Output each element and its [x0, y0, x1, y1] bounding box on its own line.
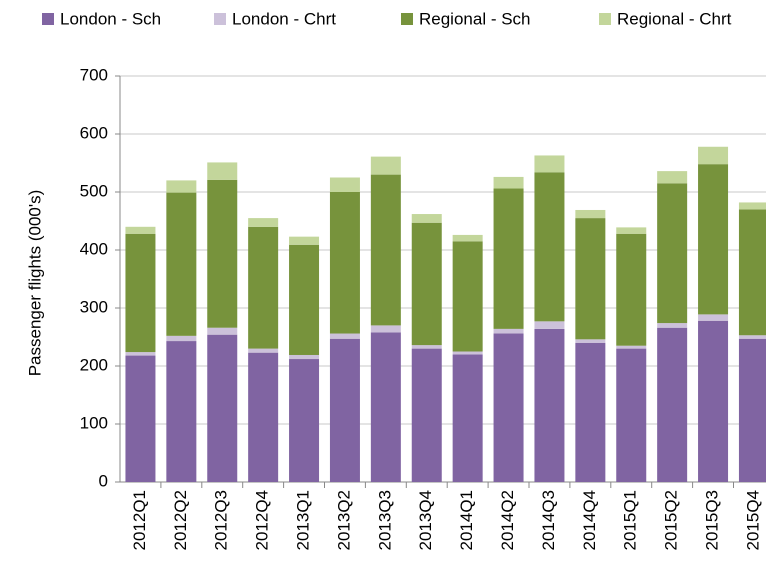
bar-segment: [657, 323, 688, 328]
bar-segment: [657, 327, 688, 482]
x-tick-label: 2014Q3: [539, 490, 558, 551]
legend-label: London - Chrt: [232, 9, 336, 28]
y-tick-label: 700: [80, 65, 108, 84]
bar-segment: [575, 218, 606, 340]
bar-segment: [207, 179, 238, 328]
x-tick-label: 2012Q4: [253, 490, 272, 551]
bar-segment: [616, 233, 647, 346]
bar-segment: [452, 354, 483, 482]
bar-segment: [329, 338, 360, 482]
x-tick-label: 2013Q2: [334, 490, 353, 551]
bar-segment: [738, 335, 766, 339]
legend-swatch: [42, 13, 54, 25]
bar-segment: [329, 177, 360, 192]
x-tick-label: 2014Q1: [457, 490, 476, 551]
bar-segment: [411, 345, 442, 349]
x-tick-label: 2015Q4: [743, 490, 762, 551]
bar-segment: [616, 345, 647, 349]
legend-swatch: [599, 13, 611, 25]
y-tick-label: 0: [99, 471, 108, 490]
bar-segment: [452, 241, 483, 352]
x-tick-label: 2013Q4: [416, 490, 435, 551]
legend-label: London - Sch: [60, 9, 161, 28]
bar-segment: [657, 171, 688, 184]
bar-segment: [738, 202, 766, 210]
bar-segment: [616, 348, 647, 482]
bar-segment: [207, 327, 238, 335]
bar-segment: [125, 226, 156, 234]
legend-swatch: [401, 13, 413, 25]
bar-segment: [207, 162, 238, 180]
bar-segment: [289, 244, 320, 355]
bar-segment: [166, 341, 197, 482]
y-tick-label: 100: [80, 413, 108, 432]
bar-segment: [493, 333, 524, 482]
bar-segment: [738, 209, 766, 336]
bar-segment: [698, 146, 729, 165]
bar-segment: [370, 332, 401, 482]
bar-segment: [534, 321, 565, 329]
bar-segment: [370, 325, 401, 333]
bar-segment: [534, 155, 565, 173]
bar-segment: [248, 218, 279, 227]
bar-segment: [166, 192, 197, 336]
bar-segment: [329, 192, 360, 334]
x-tick-label: 2015Q2: [662, 490, 681, 551]
bar-segment: [289, 236, 320, 245]
x-tick-label: 2015Q1: [621, 490, 640, 551]
bar-segment: [452, 351, 483, 355]
bar-segment: [493, 176, 524, 189]
x-tick-label: 2012Q3: [212, 490, 231, 551]
bar-segment: [534, 172, 565, 322]
bar-segment: [125, 355, 156, 482]
bar-segment: [166, 335, 197, 342]
x-tick-label: 2012Q2: [171, 490, 190, 551]
bar-segment: [698, 164, 729, 315]
bar-segment: [575, 209, 606, 219]
bar-segment: [738, 338, 766, 482]
bar-segment: [125, 233, 156, 353]
x-tick-label: 2015Q3: [703, 490, 722, 551]
bar-segment: [534, 328, 565, 482]
x-tick-label: 2014Q2: [498, 490, 517, 551]
x-tick-label: 2013Q1: [294, 490, 313, 551]
bar-segment: [248, 226, 279, 349]
x-tick-label: 2012Q1: [130, 490, 149, 551]
bar-segment: [575, 339, 606, 343]
bar-segment: [370, 174, 401, 326]
bar-segment: [166, 180, 197, 193]
bar-segment: [370, 156, 401, 175]
bar-segment: [411, 214, 442, 223]
bar-segment: [698, 320, 729, 482]
x-tick-label: 2014Q4: [580, 490, 599, 551]
bar-segment: [248, 348, 279, 353]
bar-segment: [616, 227, 647, 234]
legend-swatch: [214, 13, 226, 25]
bar-segment: [289, 354, 320, 360]
x-tick-label: 2013Q3: [375, 490, 394, 551]
bar-segment: [411, 222, 442, 346]
bar-segment: [493, 328, 524, 334]
bar-segment: [248, 352, 279, 482]
y-tick-label: 600: [80, 123, 108, 142]
bar-segment: [207, 334, 238, 482]
y-tick-label: 200: [80, 355, 108, 374]
bar-segment: [329, 333, 360, 339]
legend-label: Regional - Chrt: [617, 9, 732, 28]
bar-segment: [411, 348, 442, 482]
bar-segment: [575, 342, 606, 482]
bar-segment: [289, 359, 320, 482]
y-tick-label: 500: [80, 181, 108, 200]
bar-segment: [493, 188, 524, 329]
bar-segment: [452, 234, 483, 242]
bar-segment: [657, 183, 688, 324]
legend-label: Regional - Sch: [419, 9, 531, 28]
bar-segment: [125, 352, 156, 356]
bar-segment: [698, 314, 729, 321]
y-axis-label: Passenger flights (000's): [25, 190, 44, 377]
y-tick-label: 400: [80, 239, 108, 258]
y-tick-label: 300: [80, 297, 108, 316]
